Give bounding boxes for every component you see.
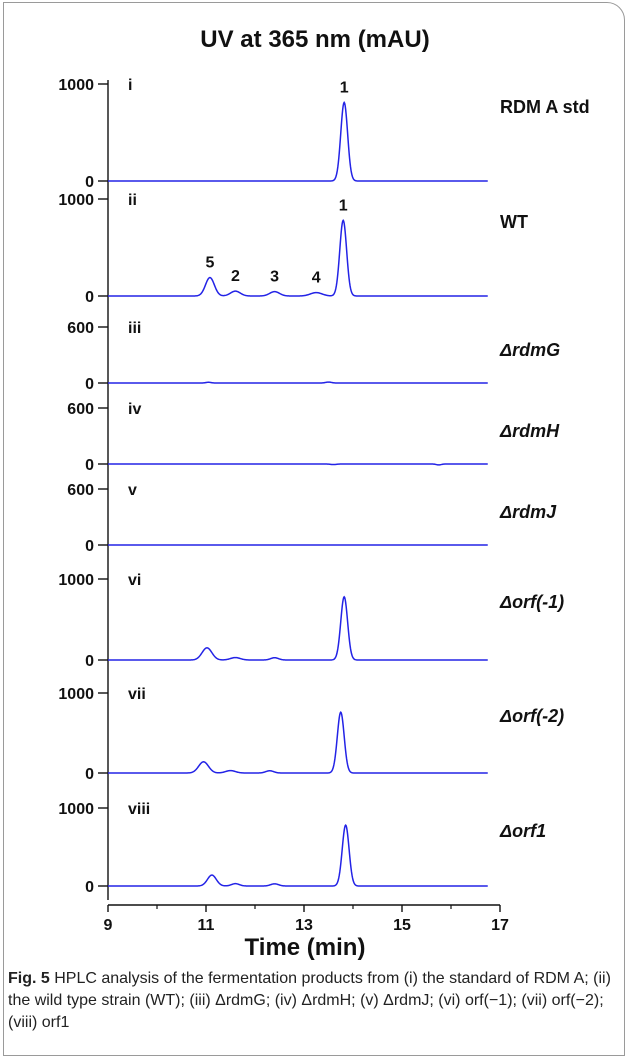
trace-line	[108, 710, 488, 774]
y-tick-label-zero: 0	[85, 766, 94, 783]
panel-id-label: viii	[128, 801, 150, 818]
panel-strain-label: Δorf(-1)	[499, 592, 564, 612]
panel-strain-label: RDM A std	[500, 97, 590, 117]
y-tick-label-max: 600	[67, 482, 94, 499]
figure-frame	[3, 2, 625, 1056]
panel-id-label: vi	[128, 572, 141, 589]
x-tick-label: 13	[295, 917, 313, 934]
y-tick-label-zero: 0	[85, 376, 94, 393]
panel-id-label: iii	[128, 320, 141, 337]
panel-strain-label: Δorf(-2)	[499, 706, 564, 726]
trace-line	[108, 595, 488, 661]
y-tick-label-max: 1000	[58, 192, 94, 209]
y-tick-label-max: 600	[67, 320, 94, 337]
y-tick-label-max: 600	[67, 401, 94, 418]
trace-line	[108, 381, 488, 384]
y-tick-label-max: 1000	[58, 686, 94, 703]
x-tick-label: 15	[393, 917, 411, 934]
panel-strain-label: Δorf1	[499, 821, 546, 841]
panel-id-label: i	[128, 77, 132, 94]
panel-id-label: vii	[128, 686, 146, 703]
x-tick-label: 17	[491, 917, 509, 934]
peak-label: 2	[231, 268, 240, 285]
panel-id-label: ii	[128, 192, 137, 209]
caption-text: HPLC analysis of the fermentation produc…	[8, 970, 611, 1031]
panel-strain-label: ΔrdmJ	[499, 502, 557, 522]
figure-label: Fig. 5	[8, 970, 50, 987]
peak-label: 1	[339, 197, 348, 214]
y-tick-label-max: 1000	[58, 572, 94, 589]
hplc-chart: UV at 365 nm (mAU) 9 11 13 15 17100001000060…	[58, 26, 590, 961]
figure-caption: Fig. 5 HPLC analysis of the fermentation…	[8, 968, 620, 1034]
panel-strain-label: ΔrdmG	[499, 340, 560, 360]
trace-line	[108, 100, 488, 182]
y-tick-label-max: 1000	[58, 77, 94, 94]
panel-strain-label: WT	[500, 212, 528, 232]
y-tick-label-zero: 0	[85, 457, 94, 474]
y-tick-label-zero: 0	[85, 174, 94, 191]
trace-line	[108, 218, 488, 297]
peak-label: 1	[340, 79, 349, 96]
x-tick-label: 11	[198, 917, 215, 934]
peak-label: 4	[312, 270, 321, 287]
panel-strain-label: ΔrdmH	[499, 421, 560, 441]
trace-line	[108, 463, 488, 466]
peak-label: 3	[270, 269, 279, 286]
x-tick-label: 9	[104, 917, 113, 934]
y-tick-label-zero: 0	[85, 879, 94, 896]
y-tick-label-max: 1000	[58, 801, 94, 818]
y-tick-label-zero: 0	[85, 289, 94, 306]
y-tick-label-zero: 0	[85, 538, 94, 555]
x-axis-label: Time (min)	[245, 934, 366, 961]
trace-line	[108, 823, 488, 887]
peak-label: 5	[205, 255, 214, 272]
y-tick-label-zero: 0	[85, 653, 94, 670]
panel-id-label: iv	[128, 401, 141, 418]
panel-id-label: v	[128, 482, 137, 499]
chart-title: UV at 365 nm (mAU)	[200, 26, 429, 53]
